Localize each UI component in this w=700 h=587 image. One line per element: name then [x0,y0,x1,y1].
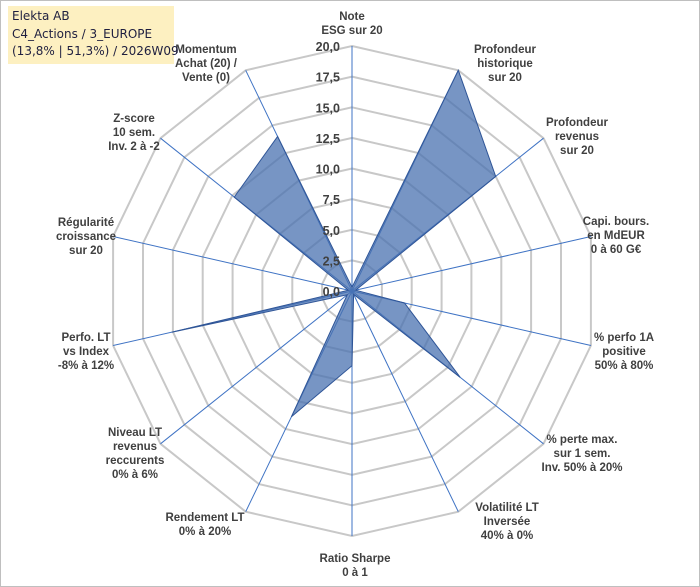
category-label: Capi. bours. en MdEUR 0 à 60 G€ [583,216,649,256]
stats-period: (13,8% | 51,3%) / 2026W09 [12,44,179,58]
tick-label: 20,0 [316,40,340,54]
category-label: Profondeur revenus sur 20 [546,117,608,157]
tick-label: 0,0 [323,285,340,299]
axis-spoke [112,236,353,292]
axis-spoke [160,290,353,445]
category-label: Niveau LT revenus reccurents 0% à 6% [106,427,165,481]
category-label: Perfo. LT vs Index -8% à 12% [58,332,114,372]
category-label: % perte max. sur 1 sem. Inv. 50% à 20% [542,434,623,474]
tick-label: 7,5 [323,193,340,207]
category-label: % perfo 1A positive 50% à 80% [594,332,654,372]
company-name: Elekta AB [12,9,70,23]
category-label: Régularité croissance sur 20 [56,217,116,257]
tick-label: 12,5 [316,132,340,146]
info-box: Elekta AB C4_Actions / 3_EUROPE (13,8% |… [8,6,179,64]
tick-label: 10,0 [316,163,340,177]
tick-label: 5,0 [323,224,340,238]
axis-spoke [351,236,592,292]
tick-label: 17,5 [316,71,340,85]
category-label: Momentum Achat (20) / Vente (0) [175,44,238,84]
series-area [171,69,497,418]
tick-label: 15,0 [316,101,340,115]
category-label: Note ESG sur 20 [321,11,382,37]
axis-spoke [351,290,459,512]
category-label: Volatilité LT Inversée 40% à 0% [475,502,538,542]
category-label: Profondeur historique sur 20 [474,44,536,84]
category-label: Ratio Sharpe 0 à 1 [320,553,391,579]
category-label: Z-score 10 sem. Inv. 2 à -2 [108,113,160,153]
category-label: Rendement LT 0% à 20% [165,512,244,538]
tick-label: 2,5 [323,254,340,268]
portfolio-category: C4_Actions / 3_EUROPE [12,26,153,41]
